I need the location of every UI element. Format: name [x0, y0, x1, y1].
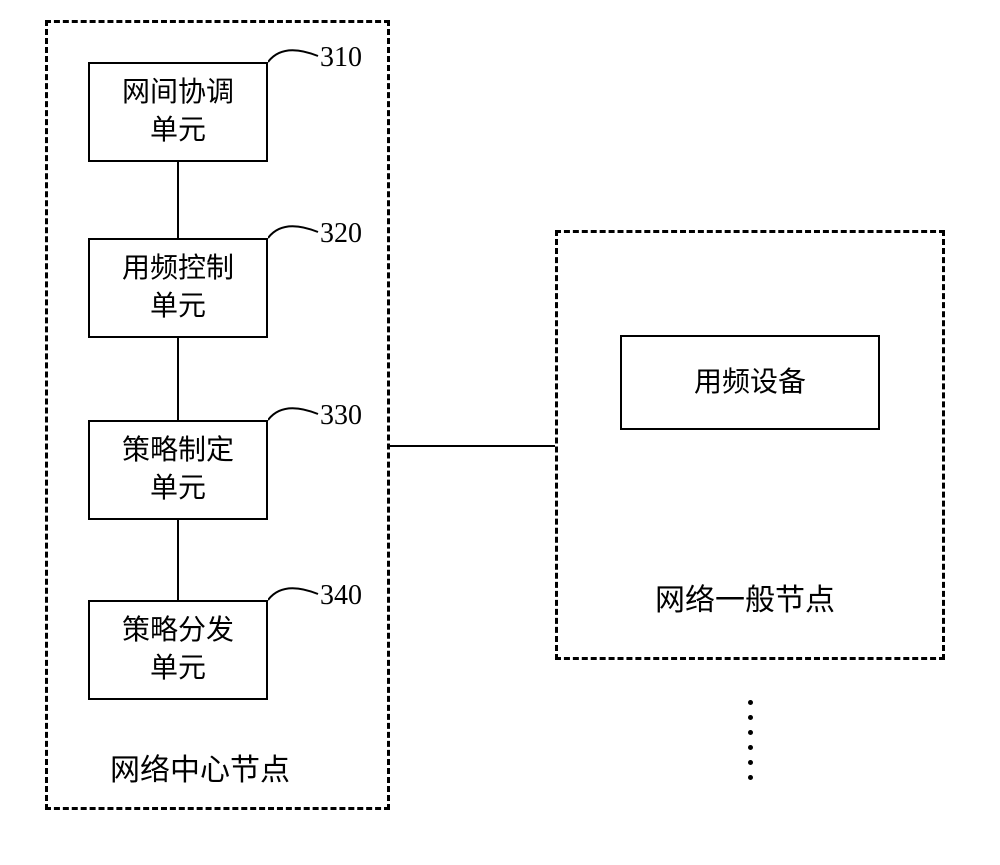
right-box-device: 用频设备	[620, 335, 880, 430]
curve-330	[268, 400, 323, 430]
curve-340	[268, 580, 323, 610]
connector-310-320	[177, 162, 179, 238]
left-container-label: 网络中心节点	[110, 745, 290, 789]
connector-left-right	[390, 445, 555, 447]
right-box-text: 用频设备	[694, 364, 806, 402]
box-340: 策略分发 单元	[88, 600, 268, 700]
curve-320	[268, 218, 323, 248]
connector-330-340	[177, 520, 179, 600]
box-320: 用频控制 单元	[88, 238, 268, 338]
vertical-dots-icon	[748, 700, 753, 780]
box-320-line2: 单元	[150, 288, 206, 326]
label-310: 310	[320, 42, 362, 74]
box-340-line2: 单元	[150, 650, 206, 688]
box-310: 网间协调 单元	[88, 62, 268, 162]
label-320: 320	[320, 218, 362, 250]
connector-320-330	[177, 338, 179, 420]
box-330-line2: 单元	[150, 470, 206, 508]
right-container-label: 网络一般节点	[655, 575, 835, 619]
label-330: 330	[320, 400, 362, 432]
box-320-line1: 用频控制	[122, 250, 234, 288]
box-330-line1: 策略制定	[122, 432, 234, 470]
box-310-line1: 网间协调	[122, 74, 234, 112]
box-340-line1: 策略分发	[122, 612, 234, 650]
box-330: 策略制定 单元	[88, 420, 268, 520]
box-310-line2: 单元	[150, 112, 206, 150]
curve-310	[268, 42, 323, 72]
label-340: 340	[320, 580, 362, 612]
